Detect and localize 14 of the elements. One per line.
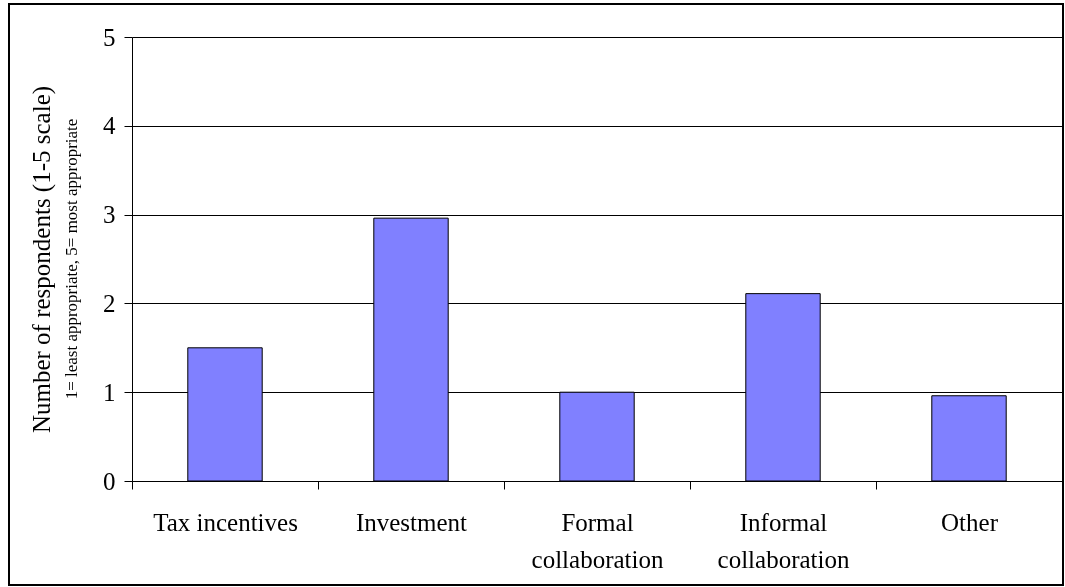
text: 1= least appropriate, 5= most appropriate bbox=[62, 118, 81, 400]
y-tick-label: 1 bbox=[103, 378, 116, 406]
y-tick-label: 2 bbox=[103, 289, 116, 317]
x-tick-label: Other bbox=[941, 508, 999, 536]
y-axis-title: Number of respondents (1-5 scale) bbox=[27, 85, 56, 434]
y-tick-label: 3 bbox=[103, 201, 116, 229]
bar bbox=[931, 395, 1007, 482]
y-tick-label: 0 bbox=[103, 467, 116, 495]
x-tick-label: Tax incentives bbox=[153, 508, 298, 536]
x-tick-label: Informal collaboration bbox=[717, 508, 850, 573]
x-tick-label: Investment bbox=[355, 508, 468, 536]
x-tick-label: Formal collaboration bbox=[531, 508, 664, 573]
y-tick-label: 4 bbox=[103, 112, 116, 140]
y-tick-label: 5 bbox=[103, 23, 116, 51]
